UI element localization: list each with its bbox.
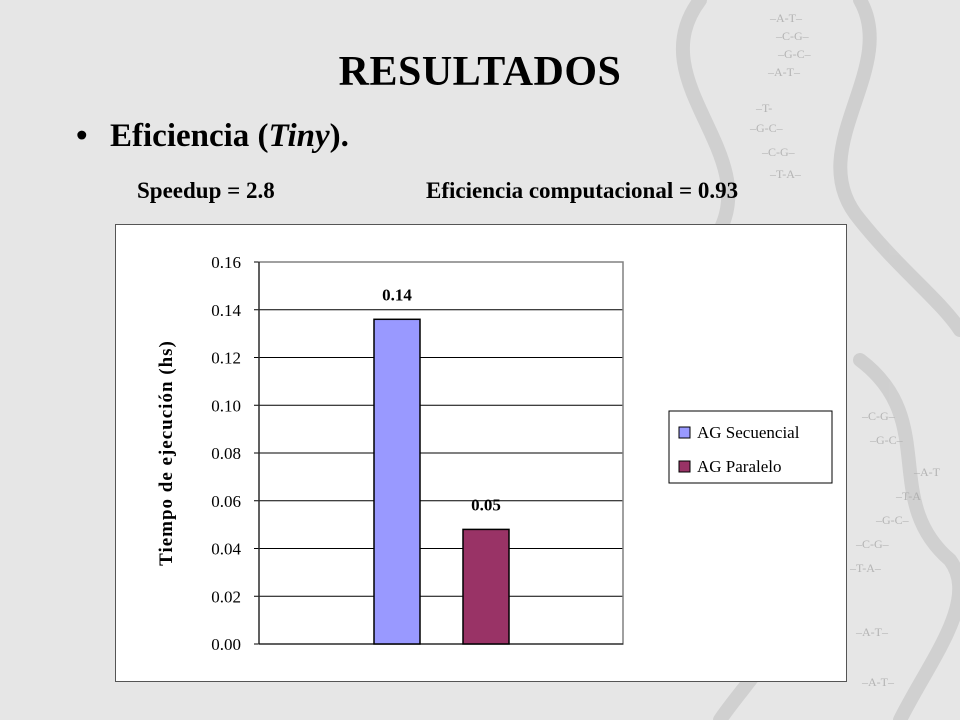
y-tick-label: 0.02: [211, 587, 241, 606]
svg-text:–T-: –T-: [755, 101, 772, 115]
y-tick-label: 0.12: [211, 349, 241, 368]
chart-container: 0.00 0.02 0.04 0.06 0.08 0.10 0.12 0.14 0.16 Tiem…: [115, 224, 847, 682]
y-tick-label: 0.08: [211, 444, 241, 463]
svg-text:–T-A: –T-A: [895, 489, 921, 503]
svg-text:–A-T–: –A-T–: [767, 65, 801, 79]
svg-text:–A-T–: –A-T–: [769, 11, 803, 25]
y-tick-label: 0.14: [211, 301, 241, 320]
legend-swatch: [678, 460, 691, 473]
svg-text:–G-C–: –G-C–: [875, 513, 910, 527]
svg-text:–T-A–: –T-A–: [849, 561, 882, 575]
bar-secuencial: [373, 318, 421, 645]
speedup-stat: Speedup = 2.8: [137, 178, 275, 203]
svg-text:–G-C–: –G-C–: [777, 47, 812, 61]
efficiency-stat: Eficiencia computacional = 0.93: [426, 178, 739, 203]
bullet-text-suffix: ).: [329, 118, 349, 154]
svg-text:–A-T–: –A-T–: [855, 625, 889, 639]
legend-entry: AG Paralelo: [697, 457, 782, 476]
svg-text:–T-A–: –T-A–: [769, 167, 802, 181]
legend-box: [668, 410, 833, 484]
legend-swatch: [678, 426, 691, 439]
svg-text:–C-G–: –C-G–: [861, 409, 896, 423]
svg-text:–C-G–: –C-G–: [761, 145, 796, 159]
svg-text:–A-T–: –A-T–: [861, 675, 895, 689]
y-axis-label: Tiempo de ejecución (hs): [156, 340, 177, 566]
data-label: 0.05: [471, 495, 501, 514]
bullet-marker: •: [76, 118, 88, 154]
y-tick-label: 0.06: [211, 492, 241, 511]
bullet-text-emphasis: Tiny: [268, 118, 330, 154]
svg-text:–G-C–: –G-C–: [869, 433, 904, 447]
y-tick-label: 0.10: [211, 396, 241, 415]
svg-text:–C-G–: –C-G–: [775, 29, 810, 43]
bullet-text-prefix: Eficiencia (: [110, 118, 269, 154]
svg-text:–C-G–: –C-G–: [855, 537, 890, 551]
legend-entry: AG Secuencial: [697, 423, 800, 442]
y-tick-label: 0.16: [211, 253, 241, 272]
bar-paralelo: [462, 528, 510, 645]
svg-text:–G-C–: –G-C–: [749, 121, 784, 135]
slide-title: RESULTADOS: [338, 49, 622, 95]
svg-text:–A-T: –A-T: [913, 465, 941, 479]
bar-chart: 0.00 0.02 0.04 0.06 0.08 0.10 0.12 0.14 0.16 Tiem…: [156, 253, 833, 654]
y-tick-label: 0.00: [211, 635, 241, 654]
data-label: 0.14: [382, 285, 412, 304]
bullet-item: • Eficiencia (Tiny).: [76, 118, 349, 155]
y-tick-label: 0.04: [211, 540, 241, 559]
